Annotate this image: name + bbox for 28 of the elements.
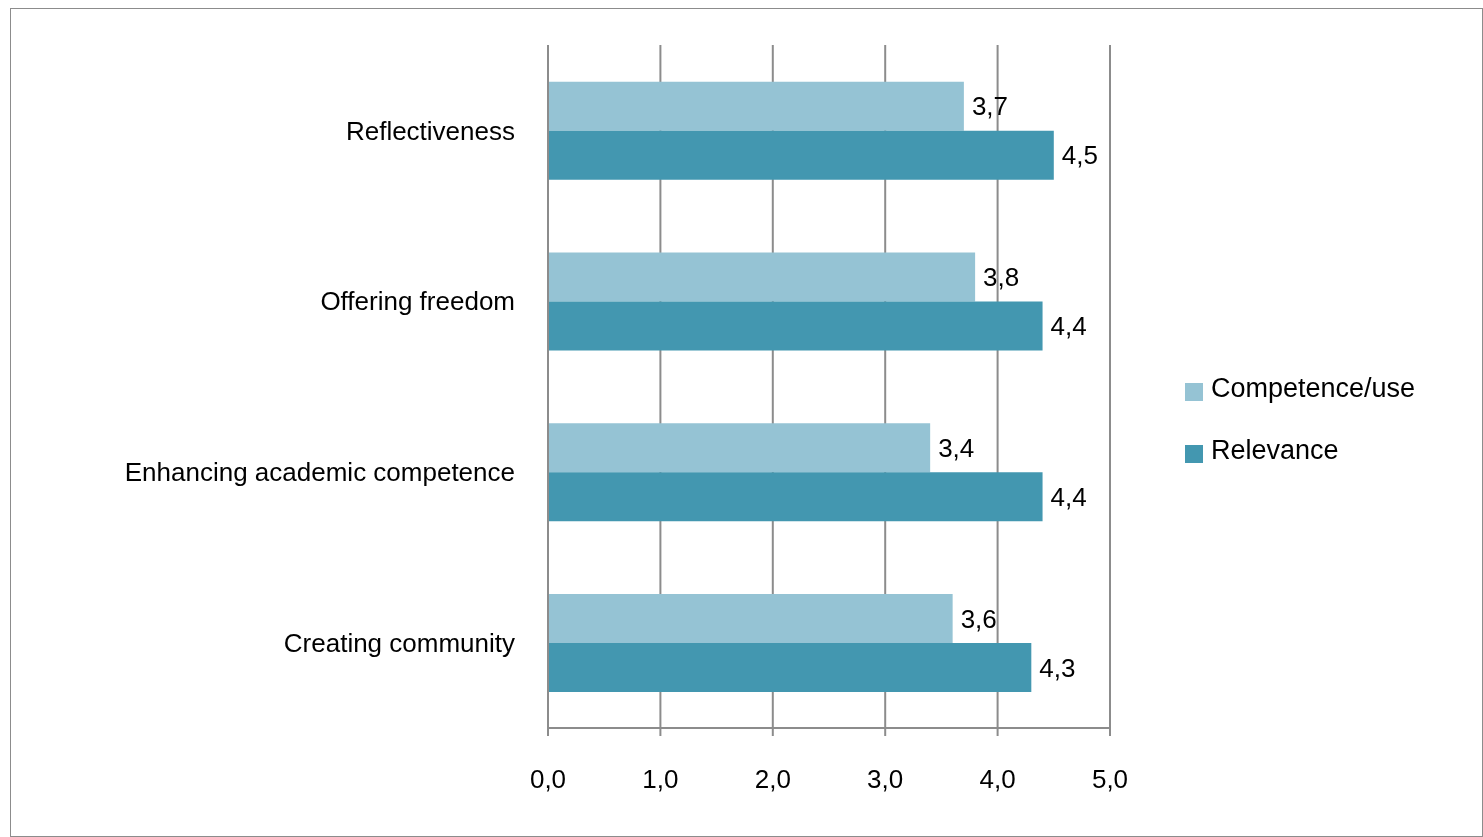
x-tick-label: 1,0 <box>642 764 679 795</box>
x-tick-label: 3,0 <box>867 764 904 795</box>
legend-label: Relevance <box>1211 434 1339 465</box>
bar <box>548 301 1043 351</box>
x-tick-label: 4,0 <box>979 764 1016 795</box>
bar <box>548 593 953 643</box>
data-label: 4,3 <box>1039 652 1076 683</box>
bar <box>548 81 964 131</box>
data-label: 3,4 <box>938 432 975 463</box>
data-label: 4,4 <box>1050 481 1087 512</box>
y-tick-label: Offering freedom <box>320 286 515 317</box>
bar <box>548 130 1054 180</box>
y-tick-label: Creating community <box>283 627 515 658</box>
data-label: 4,4 <box>1050 311 1087 342</box>
bar <box>548 472 1043 522</box>
data-label: 3,6 <box>960 603 997 634</box>
legend-label: Competence/use <box>1211 372 1416 403</box>
bar <box>548 423 931 473</box>
x-tick-label: 5,0 <box>1091 764 1129 795</box>
x-tick-label: 2,0 <box>754 764 791 795</box>
data-label: 3,7 <box>971 91 1009 122</box>
y-tick-label: Reflectiveness <box>345 115 515 146</box>
x-tick-label: 0,0 <box>529 764 567 795</box>
bar <box>548 252 976 302</box>
bar <box>548 642 1032 692</box>
y-tick-label: Enhancing academic competence <box>124 457 515 488</box>
data-label: 3,8 <box>983 262 1020 293</box>
data-label: 4,5 <box>1061 140 1098 171</box>
